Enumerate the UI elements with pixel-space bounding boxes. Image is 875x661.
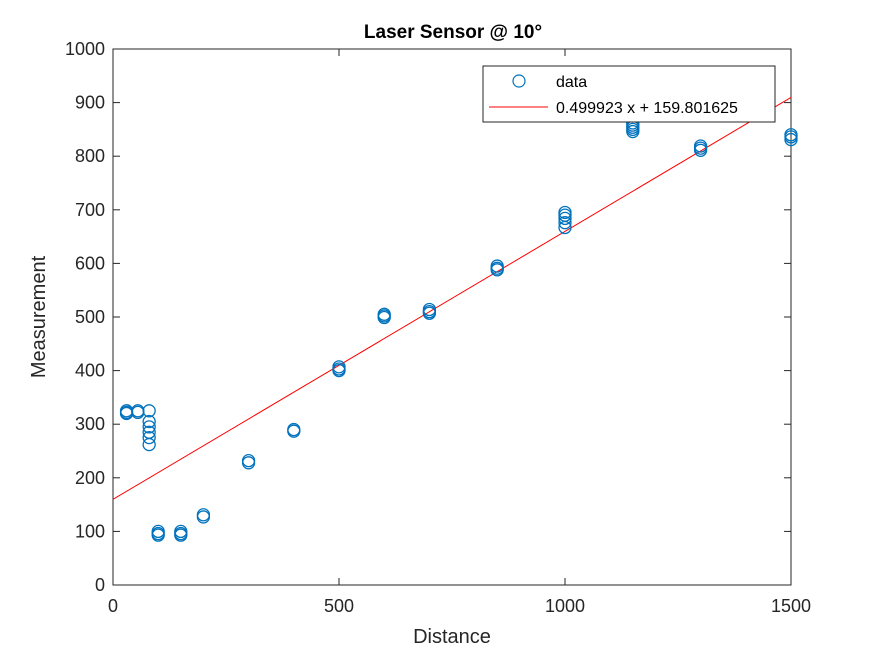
x-axis: 0 500 1000 1500	[108, 49, 811, 616]
y-axis-label: Measurement	[28, 255, 50, 378]
y-tick-label: 400	[75, 361, 105, 381]
y-tick-label: 700	[75, 200, 105, 220]
plot-area	[112, 48, 792, 586]
data-point	[558, 220, 572, 235]
data-point	[142, 437, 156, 452]
data-point	[241, 456, 256, 470]
y-axis: 0 100 200 300 400 500 600 700 800 900 1000	[65, 39, 791, 595]
data-point	[626, 124, 640, 139]
legend-label-fit: 0.499923 x + 159.801625	[556, 100, 738, 117]
data-point	[142, 420, 156, 434]
x-tick-label: 500	[324, 596, 354, 616]
data-point	[558, 216, 572, 230]
data-point	[174, 528, 188, 542]
y-tick-label: 600	[75, 253, 105, 273]
y-tick-label: 300	[75, 414, 105, 434]
data-point	[142, 430, 156, 445]
legend-label-data: data	[556, 74, 587, 91]
x-tick-label: 1000	[545, 596, 585, 616]
data-point	[151, 528, 165, 542]
data-point	[142, 414, 156, 429]
axes-box	[112, 48, 792, 586]
fit-line	[112, 96, 792, 500]
data-point	[693, 143, 708, 157]
y-tick-label: 1000	[65, 39, 105, 59]
legend-box	[482, 65, 776, 123]
x-tick-label: 1500	[771, 596, 811, 616]
data-point	[784, 132, 798, 147]
data-points-layer	[119, 116, 798, 542]
y-tick-label: 100	[75, 521, 105, 541]
fit-line-layer	[112, 96, 792, 500]
legend: data 0.499923 x + 159.801625	[482, 65, 776, 123]
x-tick-label: 0	[108, 596, 118, 616]
data-point	[558, 211, 572, 226]
data-point	[142, 404, 156, 418]
data-point	[196, 510, 211, 524]
data-point	[490, 263, 504, 277]
x-axis-label: Distance	[413, 626, 491, 648]
data-point	[422, 306, 437, 320]
y-tick-label: 0	[95, 575, 105, 595]
data-point	[377, 310, 391, 325]
chart-title: Laser Sensor @ 10°	[364, 22, 542, 43]
data-point	[287, 424, 301, 438]
data-point	[332, 363, 346, 378]
legend-marker-data	[512, 74, 526, 88]
y-tick-label: 800	[75, 146, 105, 166]
y-tick-label: 500	[75, 307, 105, 327]
y-tick-label: 200	[75, 468, 105, 488]
y-tick-label: 900	[75, 93, 105, 113]
